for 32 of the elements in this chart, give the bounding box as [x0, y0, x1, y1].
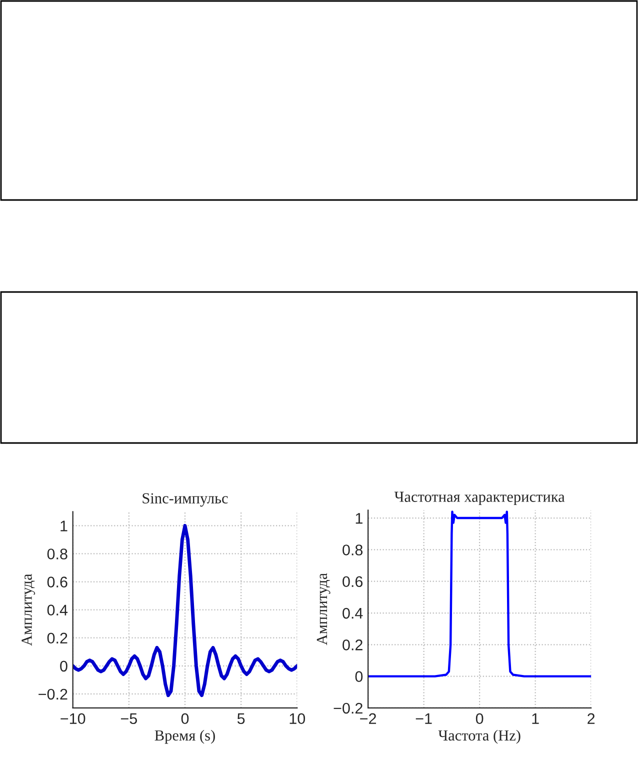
- y-tick-label: 0: [60, 660, 68, 672]
- x-tick-label: 2: [588, 713, 595, 724]
- y-tick-label: 1: [60, 520, 68, 532]
- x-axis-title: Частота (Hz): [438, 730, 520, 744]
- line-series: [368, 510, 592, 678]
- x-tick-label: 1: [532, 713, 539, 724]
- chart-title: Частотная характеристика: [394, 492, 565, 506]
- y-axis-title: Амплитуда: [22, 574, 36, 646]
- chart-title: Sinc-импульс: [142, 493, 228, 507]
- y-tick-label: 1: [356, 513, 362, 524]
- y-tick-label: 0.6: [342, 576, 363, 588]
- x-tick-label: −2: [360, 713, 376, 724]
- line-series: [72, 524, 298, 698]
- x-tick-label: −10: [60, 713, 86, 724]
- y-tick-label: −0.2: [334, 702, 362, 714]
- x-tick-label: −1: [416, 713, 432, 724]
- x-tick-label: 0: [181, 713, 189, 724]
- y-tick-label: 0.4: [342, 608, 363, 619]
- y-tick-label: 0.6: [47, 576, 68, 588]
- y-tick-label: 0.4: [47, 604, 68, 616]
- x-axis-title: Время (s): [154, 730, 215, 744]
- y-tick-label: 0: [355, 671, 363, 682]
- y-tick-label: −0.2: [38, 688, 68, 700]
- y-tick-label: 0.2: [342, 640, 362, 650]
- x-tick-label: 0: [476, 713, 484, 724]
- y-tick-label: 0.2: [47, 632, 68, 644]
- x-tick-label: 10: [290, 713, 306, 724]
- y-axis-title: Амплитуда: [316, 573, 330, 646]
- y-tick-label: 0.8: [47, 548, 68, 560]
- x-tick-label: 5: [237, 713, 245, 724]
- y-tick-label: 0.8: [342, 544, 363, 556]
- x-tick-label: −5: [120, 713, 137, 724]
